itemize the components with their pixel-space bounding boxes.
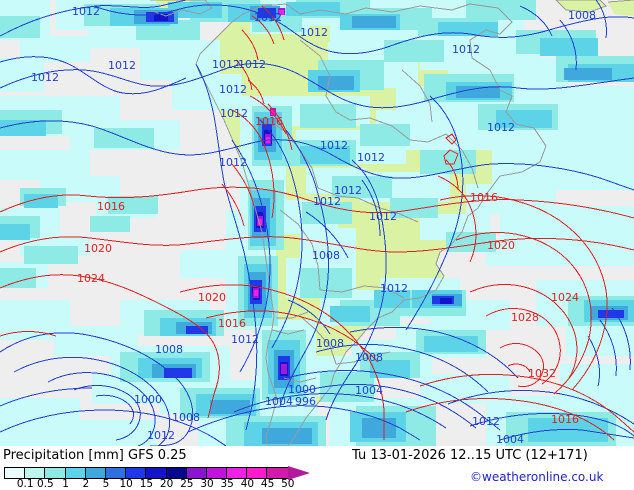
legend-tick: 45 (260, 478, 275, 490)
legend-tick: 30 (200, 478, 214, 490)
isobar-label: 1024 (551, 291, 579, 304)
country-borders (149, 0, 634, 446)
isobar-label: 1012 (487, 121, 515, 134)
isobar-label: 1012 (369, 210, 397, 223)
isobar-label: 1008 (312, 249, 340, 262)
isobar-label: 1012 (72, 5, 100, 18)
legend-swatch[interactable] (65, 468, 86, 478)
legend-tick: 2 (82, 478, 90, 490)
low-pressure-isobars (0, 0, 634, 446)
isobar-label: 1016 (97, 200, 125, 213)
legend-tick: 5 (102, 478, 110, 490)
isobar-label: 1016 (470, 191, 498, 204)
isobar-label: 1008 (155, 343, 183, 356)
isobar-label: 1012 (219, 156, 247, 169)
legend-tick: 10 (119, 478, 133, 490)
isobar-label: 1012 (300, 26, 328, 39)
precipitation-legend[interactable]: 0.1 0.5 1 2 5 10 15 20 25 30 35 40 45 50 (4, 466, 334, 490)
legend-swatch[interactable] (227, 468, 248, 478)
legend-tick: 1 (62, 478, 69, 490)
precipitation-map[interactable]: 1012 1012 1012 1012 1008 1012 1012 1012 1012 1012… (0, 0, 634, 446)
legend-colorbar[interactable] (4, 467, 289, 479)
isobar-label: 1004 (265, 395, 293, 408)
legend-tick: 25 (180, 478, 194, 490)
high-pressure-isobars (0, 5, 634, 441)
isobar-label: 1012 (357, 151, 385, 164)
isobar-label: 1032 (528, 367, 556, 380)
isobar-label: 1008 (316, 337, 344, 350)
isobar-label: 1016 (551, 413, 579, 426)
legend-tick: 0.1 (16, 478, 34, 490)
isobar-label: 1012 (212, 58, 240, 71)
legend-swatch[interactable] (267, 468, 288, 478)
isobar-label: 996 (295, 395, 316, 408)
isobar-label: 1016 (255, 115, 283, 128)
legend-swatch[interactable] (166, 468, 187, 478)
isobar-label: 1008 (355, 351, 383, 364)
isobar-label: 1020 (487, 239, 515, 252)
isobar-label: 1024 (77, 272, 105, 285)
isobar-label: 1012 (231, 333, 259, 346)
isobar-label: 1012 (320, 139, 348, 152)
isobar-label: 1012 (313, 195, 341, 208)
legend-arrow-icon (287, 466, 310, 480)
isobar-label: 1012 (334, 184, 362, 197)
isobar-label: 1016 (218, 317, 246, 330)
isobar-label: 1004 (355, 384, 383, 397)
isobar-label: 1020 (198, 291, 226, 304)
isobar-label: 1008 (568, 9, 596, 22)
legend-swatch[interactable] (85, 468, 106, 478)
isobar-label: 1020 (84, 242, 112, 255)
isobar-label: 1028 (511, 311, 539, 324)
legend-tick: 35 (220, 478, 234, 490)
isobar-label: 1012 (220, 107, 248, 120)
isobar-label: 1012 (147, 429, 175, 442)
isobar-label: 1012 (238, 58, 266, 71)
forecast-timestamp: Tu 13-01-2026 12..15 UTC (12+171) (352, 448, 588, 463)
isobar-label: 1012 (254, 11, 282, 24)
legend-tick: 40 (240, 478, 255, 490)
isobar-label: 1012 (31, 71, 59, 84)
legend-swatch[interactable] (5, 468, 26, 478)
legend-swatch[interactable] (186, 468, 207, 478)
legend-swatch[interactable] (146, 468, 167, 478)
legend-swatch[interactable] (206, 468, 228, 478)
copyright-notice: ©weatheronline.co.uk (470, 470, 604, 484)
legend-tick: 20 (159, 478, 174, 490)
isobar-label: 1012 (219, 83, 247, 96)
legend-tick: 15 (139, 478, 154, 490)
isobar-label: 1008 (172, 411, 200, 424)
legend-tick: 50 (281, 478, 295, 490)
legend-swatch[interactable] (105, 468, 127, 478)
isobar-label: 1012 (452, 43, 480, 56)
isobar-label: 1012 (472, 415, 500, 428)
map-graphic (0, 0, 634, 446)
legend-tick: 0.5 (37, 478, 54, 490)
map-footer: Precipitation [mm] GFS 0.25 Tu 13-01-202… (0, 446, 634, 490)
isobar-label: 1004 (496, 433, 524, 446)
legend-swatch[interactable] (25, 468, 46, 478)
isobar-label: 1012 (380, 282, 408, 295)
legend-swatch[interactable] (247, 468, 268, 478)
isobar-label: 1000 (288, 383, 316, 396)
isobar-label: 1012 (108, 59, 136, 72)
legend-swatch[interactable] (45, 468, 66, 478)
map-title: Precipitation [mm] GFS 0.25 (3, 448, 187, 463)
isobar-label: 1000 (134, 393, 162, 406)
legend-swatch[interactable] (126, 468, 147, 478)
